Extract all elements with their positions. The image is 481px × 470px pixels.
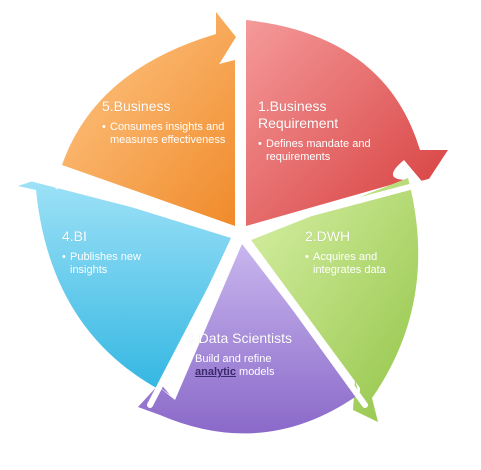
bullet-scientists: • Build and refine analytic models (187, 353, 312, 379)
analytic-keyword: analytic (195, 365, 236, 378)
bullet-dot: • (305, 250, 309, 263)
bullet-dot: • (62, 250, 66, 263)
bullet-dot: • (187, 352, 191, 365)
label-scientists: 3.Data Scientists • Build and refine ana… (187, 330, 312, 379)
title-requirement: 1.Business Requirement (258, 98, 339, 131)
bullet-dot: • (102, 120, 106, 133)
bullet-text-scientists: Build and refine analytic models (195, 353, 312, 379)
bullet-text-bi: Publishes new insights (70, 250, 141, 276)
title-scientists: 3.Data Scientists (187, 330, 293, 346)
bullet-bi: • Publishes new insights (62, 251, 162, 277)
bullet-text-dwh: Acquires and integrates data (313, 250, 386, 276)
segment-scientists (138, 244, 358, 434)
bullet-requirement: • Defines mandate and requirements (258, 138, 373, 164)
bullet-business: • Consumes insights and measures effecti… (102, 121, 232, 147)
segment-business (62, 12, 236, 226)
bullet-text-scientists-before: Build and refine (195, 352, 272, 365)
bullet-text-scientists-after: models (239, 365, 275, 378)
label-business: 5.Business • Consumes insights and measu… (102, 98, 232, 147)
bullet-dwh: • Acquires and integrates data (305, 251, 415, 277)
segment-bi (18, 178, 231, 390)
title-bi: 4.BI (62, 228, 87, 244)
segment-requirement (246, 20, 448, 226)
title-dwh: 2.DWH (305, 228, 351, 244)
title-business: 5.Business (102, 98, 171, 114)
bullet-text-business: Consumes insights and measures effective… (110, 120, 226, 146)
bullet-text-requirement: Defines mandate and requirements (266, 137, 371, 163)
label-bi: 4.BI • Publishes new insights (62, 228, 162, 277)
label-requirement: 1.Business Requirement • Defines mandate… (258, 98, 373, 164)
label-dwh: 2.DWH • Acquires and integrates data (305, 228, 415, 277)
segment-dwh (251, 178, 419, 422)
bullet-dot: • (258, 137, 262, 150)
